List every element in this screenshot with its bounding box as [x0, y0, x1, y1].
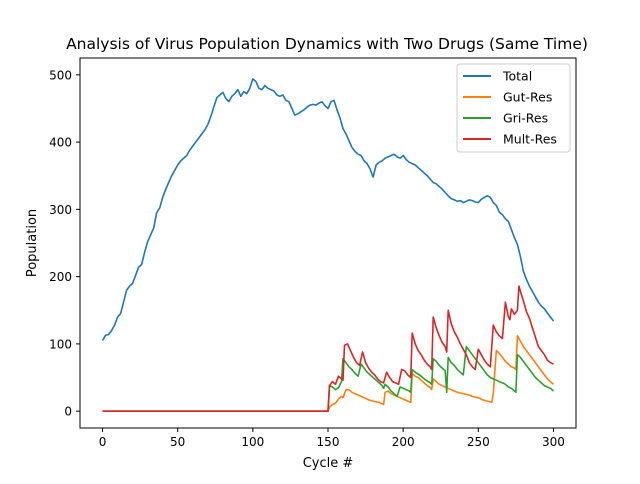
y-axis-ticks: 0 100 200 300 400 500: [49, 68, 80, 419]
x-tick-label: 100: [241, 435, 264, 449]
y-tick-label: 200: [49, 270, 72, 284]
legend: Total Gut-Res Gri-Res Mult-Res: [456, 63, 571, 153]
x-tick-label: 50: [170, 435, 185, 449]
series-line-gri-res: [102, 345, 555, 413]
x-tick-label: 0: [99, 435, 107, 449]
y-tick-label: 100: [49, 337, 72, 351]
legend-label-gri-res: Gri-Res: [503, 111, 548, 126]
x-axis-ticks: 0 50 100 150 200 250 300: [99, 428, 565, 449]
y-tick-label: 400: [49, 136, 72, 150]
chart-title: Analysis of Virus Population Dynamics wi…: [66, 35, 588, 53]
series-line-mult-res: [102, 285, 554, 413]
plot-series: [101, 78, 555, 413]
x-tick-label: 300: [542, 435, 565, 449]
series-line-total: [101, 78, 555, 341]
x-tick-label: 200: [392, 435, 415, 449]
legend-label-mult-res: Mult-Res: [503, 132, 557, 147]
y-tick-label: 300: [49, 203, 72, 217]
y-tick-label: 0: [64, 405, 72, 419]
legend-label-gut-res: Gut-Res: [503, 90, 552, 105]
y-axis-label: Population: [25, 209, 40, 277]
legend-label-total: Total: [502, 69, 532, 84]
y-tick-label: 500: [49, 68, 72, 82]
x-tick-label: 150: [317, 435, 340, 449]
x-axis-label: Cycle #: [303, 456, 354, 471]
legend-box: [456, 63, 571, 153]
series-line-gut-res: [102, 334, 555, 413]
x-tick-label: 250: [467, 435, 490, 449]
